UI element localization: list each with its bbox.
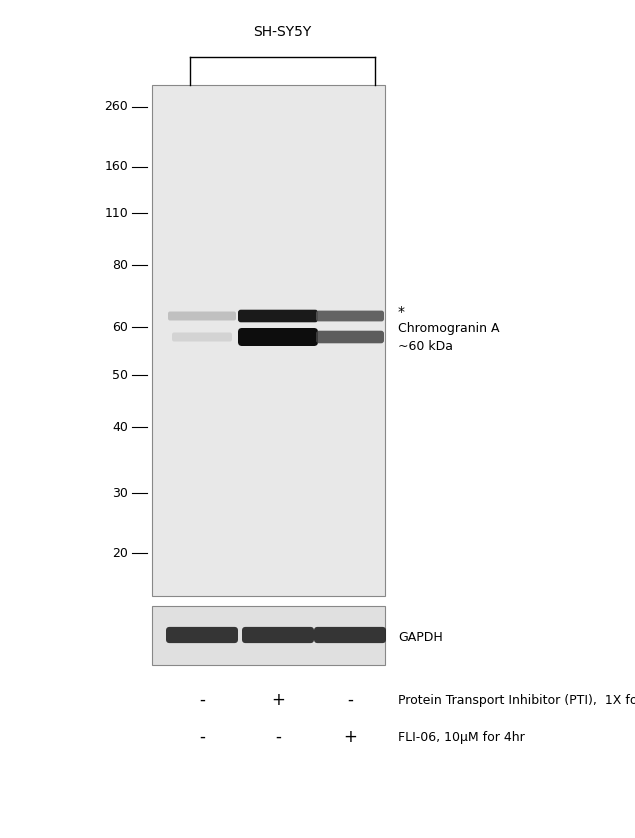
Text: -: - [275,728,281,746]
Text: GAPDH: GAPDH [398,630,443,644]
Text: Chromogranin A: Chromogranin A [398,322,500,334]
FancyBboxPatch shape [238,310,318,323]
FancyBboxPatch shape [314,627,386,643]
FancyBboxPatch shape [166,627,238,643]
Text: 260: 260 [104,101,128,113]
Text: SH-SY5Y: SH-SY5Y [253,25,312,39]
Text: FLI-06, 10μM for 4hr: FLI-06, 10μM for 4hr [398,731,525,743]
FancyBboxPatch shape [238,328,318,346]
Text: -: - [347,691,353,709]
Text: 160: 160 [104,161,128,173]
Text: +: + [343,728,357,746]
Text: 40: 40 [112,421,128,433]
FancyBboxPatch shape [172,333,232,342]
FancyBboxPatch shape [242,627,314,643]
Text: 60: 60 [112,320,128,334]
FancyBboxPatch shape [316,311,384,322]
Text: 20: 20 [112,546,128,560]
Text: -: - [199,691,205,709]
Text: ~60 kDa: ~60 kDa [398,339,453,353]
Text: +: + [271,691,285,709]
Text: Protein Transport Inhibitor (PTI),  1X for 4hr: Protein Transport Inhibitor (PTI), 1X fo… [398,694,635,706]
Bar [152,85,385,596]
Bar [152,606,385,665]
Text: 30: 30 [112,487,128,499]
Text: 80: 80 [112,258,128,272]
FancyBboxPatch shape [316,331,384,344]
Text: 50: 50 [112,369,128,381]
Text: -: - [199,728,205,746]
FancyBboxPatch shape [168,312,236,320]
Text: 110: 110 [104,206,128,220]
Text: *: * [398,305,405,319]
